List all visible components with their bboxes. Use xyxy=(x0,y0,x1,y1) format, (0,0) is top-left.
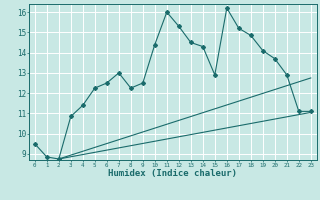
X-axis label: Humidex (Indice chaleur): Humidex (Indice chaleur) xyxy=(108,169,237,178)
